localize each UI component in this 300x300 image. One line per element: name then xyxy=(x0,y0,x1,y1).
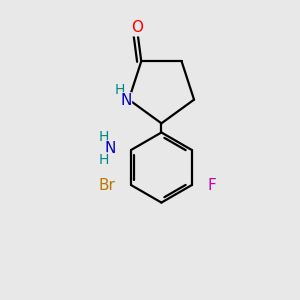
Text: Br: Br xyxy=(98,178,115,193)
Text: N: N xyxy=(120,93,131,108)
Text: H: H xyxy=(98,153,109,167)
Text: F: F xyxy=(208,178,217,193)
Text: N: N xyxy=(104,141,116,156)
Text: H: H xyxy=(115,83,125,98)
Text: O: O xyxy=(131,20,143,35)
Text: H: H xyxy=(98,130,109,144)
